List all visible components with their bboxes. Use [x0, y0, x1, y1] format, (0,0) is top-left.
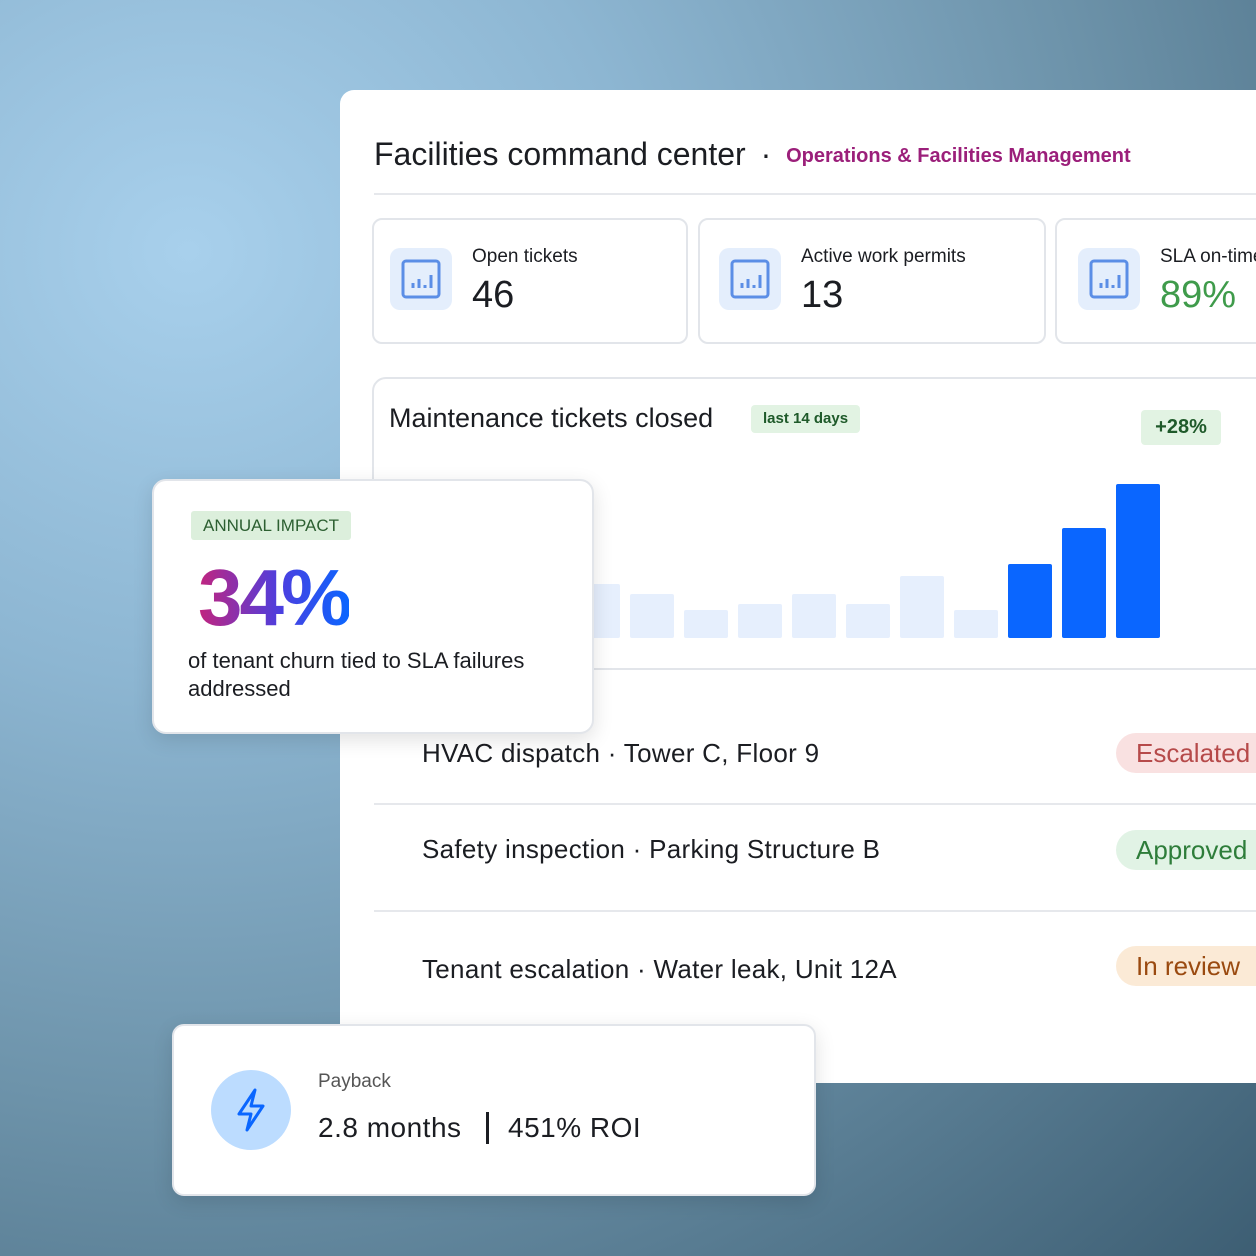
kpi-label: Open tickets — [472, 246, 578, 267]
title-separator: · — [760, 136, 772, 172]
impact-card — [152, 479, 594, 734]
row-divider — [374, 803, 1256, 805]
kpi-label: Active work permits — [801, 246, 966, 267]
bar — [954, 610, 998, 638]
payback-icon — [211, 1070, 291, 1150]
row-label: Tenant escalation · Water leak, Unit 12A — [422, 954, 897, 984]
header-divider — [374, 193, 1256, 195]
row-label: Safety inspection · Parking Structure B — [422, 834, 881, 864]
row-divider — [374, 910, 1256, 912]
status-pill: In review — [1116, 946, 1256, 986]
status-pill: Approved — [1116, 830, 1256, 870]
bar — [630, 594, 674, 638]
dashboard-title: Facilities command center — [374, 136, 746, 172]
impact-badge: ANNUAL IMPACT — [191, 511, 352, 540]
kpi-icon — [390, 248, 452, 310]
payback-roi: 451% ROI — [508, 1112, 642, 1143]
bar — [1008, 564, 1052, 638]
payback-label: Payback — [318, 1071, 391, 1092]
bar — [846, 604, 890, 638]
bar — [1116, 484, 1160, 638]
bar — [792, 594, 836, 638]
bar — [738, 604, 782, 638]
title-line: Facilities command center · Operations &… — [374, 136, 1131, 173]
impact-value: 34% — [198, 553, 352, 642]
dashboard-subtitle: Operations & Facilities Management — [786, 145, 1131, 167]
bar — [1062, 528, 1106, 638]
kpi-icon — [1078, 248, 1140, 310]
kpi-value: 46 — [472, 274, 515, 316]
chart-title: Maintenance tickets closed — [389, 403, 714, 433]
chart-badge: last 14 days — [751, 405, 861, 433]
kpi-value: 89% — [1160, 274, 1237, 316]
kpi-card: Active work permits 13 — [698, 218, 1046, 344]
kpi-icon — [719, 248, 781, 310]
row-label: HVAC dispatch · Tower C, Floor 9 — [422, 738, 820, 768]
status-pill: Escalated — [1116, 733, 1256, 773]
bar — [684, 610, 728, 638]
kpi-card: Open tickets 46 — [372, 218, 688, 344]
impact-text: of tenant churn tied to SLA failures add… — [188, 648, 525, 701]
kpi-label: SLA on-time — [1160, 246, 1256, 267]
kpi-card: SLA on-time 89% — [1055, 218, 1256, 344]
kpi-value: 13 — [801, 274, 844, 316]
payback-separator — [486, 1112, 489, 1144]
payback-months: 2.8 months — [318, 1112, 462, 1143]
bar — [900, 576, 944, 638]
chart-change: +28% — [1141, 410, 1221, 445]
